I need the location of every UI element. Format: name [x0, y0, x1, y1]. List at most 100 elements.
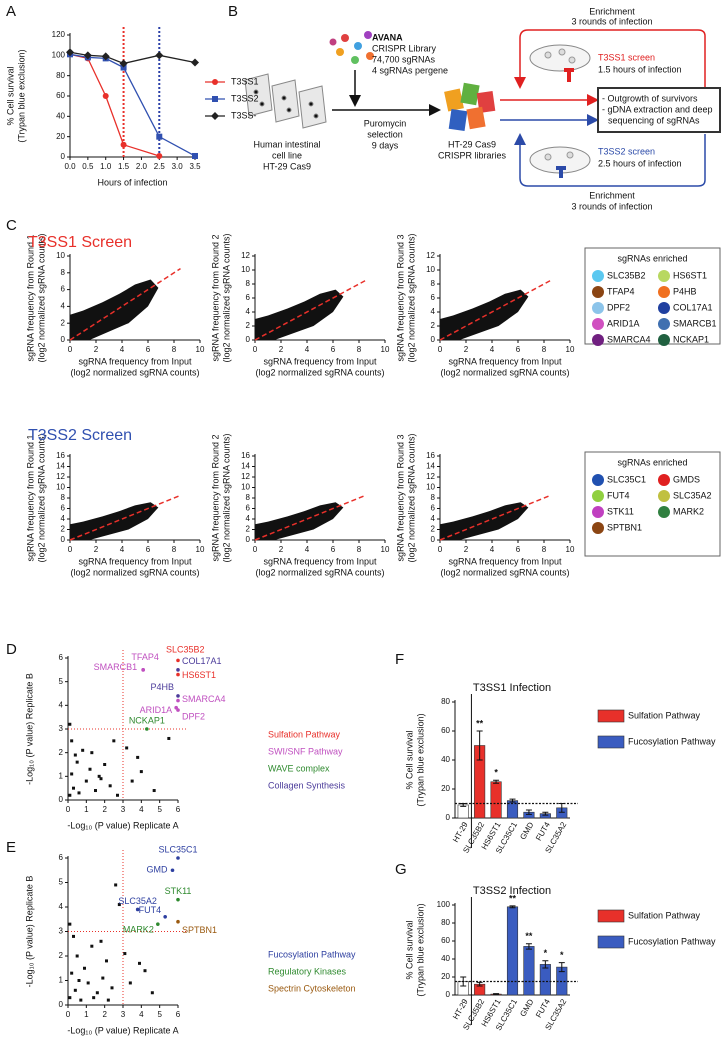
- y-tick-label: 8: [61, 268, 66, 277]
- legend-label: COL17A1: [673, 302, 713, 312]
- identity-line: [439, 279, 551, 341]
- point-label: STK11: [165, 886, 192, 896]
- x-tick-label: 0: [66, 805, 71, 814]
- point: [95, 991, 99, 995]
- y-tick-label: 5: [59, 677, 64, 686]
- y-tick-label: 14: [56, 462, 65, 471]
- x-tick-label: 6: [331, 345, 336, 354]
- y-tick-label: 80: [441, 918, 450, 927]
- point: [105, 959, 108, 963]
- y-tick-label: 3: [59, 927, 64, 936]
- diagram: AVANA CRISPR Library 74,700 sgRNAs 4 sgR…: [244, 6, 721, 211]
- point: [103, 763, 107, 766]
- x-tick-label: 2: [102, 805, 107, 814]
- error-bar: [493, 993, 500, 996]
- enrichment-loop: [514, 29, 706, 92]
- y-tick-label: 100: [437, 900, 451, 909]
- legend-marker: [592, 302, 604, 314]
- point-label: SMARCA4: [182, 694, 226, 704]
- highlight-point: [176, 897, 180, 902]
- y-tick-label: 6: [431, 293, 436, 302]
- x-tick-label: 4: [305, 345, 310, 354]
- x-tick-label: 4: [490, 345, 495, 354]
- x-tick-label: 8: [542, 345, 547, 354]
- y-axis-label: (log2 normalized sgRNA counts): [36, 233, 46, 362]
- highlight-point: [156, 922, 160, 926]
- highlight-point: [141, 668, 145, 672]
- marker: [119, 59, 128, 68]
- y-tick-label: 2: [246, 525, 251, 534]
- x-tick-label: 6: [516, 345, 521, 354]
- point-label: DPF2: [182, 711, 205, 721]
- diagram-text: 3 rounds of infection: [571, 201, 652, 211]
- legend-marker: [658, 474, 670, 486]
- y-tick-label: 8: [431, 493, 436, 502]
- marker: [191, 58, 199, 67]
- point-label: SLC35C1: [158, 844, 197, 854]
- legend-marker: [592, 474, 604, 486]
- y-tick-label: 120: [52, 30, 66, 39]
- point: [143, 969, 147, 973]
- point-cloud: [255, 502, 344, 540]
- point: [77, 979, 81, 982]
- panel-label: D: [6, 641, 17, 658]
- x-tick-label: 3: [121, 805, 126, 814]
- point: [97, 774, 101, 778]
- y-tick-label: 8: [61, 493, 66, 502]
- x-tick-label: 0: [253, 545, 258, 554]
- y-tick-label: 40: [441, 954, 450, 963]
- diagram-text: T3SS1 screen: [598, 52, 655, 62]
- diagram-text: 74,700 sgRNAs: [372, 54, 436, 64]
- point-label: SPTBN1: [182, 925, 217, 935]
- error-bar: [525, 943, 532, 950]
- marker: [211, 112, 219, 120]
- x-axis-label: (log2 normalized sgRNA counts): [440, 367, 569, 377]
- x-axis-label: (log2 normalized sgRNA counts): [70, 567, 199, 577]
- legend-marker: [592, 506, 604, 518]
- significance-label: **: [476, 718, 484, 728]
- diagram-text: 3 rounds of infection: [571, 16, 652, 26]
- legend-label: DPF2: [607, 302, 630, 312]
- bar: [490, 781, 502, 819]
- x-tick-label: 10: [196, 545, 205, 554]
- x-axis-label: sgRNA frequency from Input: [78, 356, 192, 366]
- point: [152, 789, 156, 793]
- significance-label: **: [509, 893, 517, 903]
- legend-label: SLC35B2: [607, 270, 646, 280]
- legend-marker: [592, 490, 604, 502]
- point: [70, 739, 74, 743]
- y-tick-label: 10: [426, 483, 435, 492]
- x-tick-label: 3: [121, 1010, 126, 1019]
- diagram-text: 2.5 hours of infection: [598, 158, 682, 168]
- point: [75, 954, 79, 958]
- x-tick-label: 6: [516, 545, 521, 554]
- legend-label: HS6ST1: [673, 270, 707, 280]
- x-tick-label: 5: [157, 1010, 162, 1019]
- point: [77, 791, 81, 795]
- x-tick-label: 0.0: [64, 162, 76, 171]
- y-tick-label: 12: [56, 472, 65, 481]
- x-tick-label: 3.0: [172, 162, 184, 171]
- legend-label: SLC35A2: [673, 490, 712, 500]
- point: [108, 784, 112, 788]
- legend-label: TFAP4: [607, 286, 635, 296]
- x-tick-label: 1: [84, 1010, 89, 1019]
- y-tick-label: 0: [59, 1000, 64, 1009]
- panel-label: B: [228, 3, 238, 20]
- diagram-text: AVANA: [372, 32, 403, 42]
- x-axis-label: (log2 normalized sgRNA counts): [255, 367, 384, 377]
- y-tick-label: 12: [426, 472, 435, 481]
- y-tick-label: 4: [61, 302, 66, 311]
- x-tick-label: 5: [157, 805, 162, 814]
- diagram-text: Enrichment: [589, 190, 635, 200]
- y-axis-label: -Log₁₀ (P value) Replicate B: [24, 876, 34, 988]
- legend-label: STK11: [607, 506, 634, 516]
- x-tick-label: 10: [566, 545, 575, 554]
- point: [94, 789, 97, 793]
- point: [90, 944, 94, 948]
- legend-label: SPTBN1: [607, 522, 642, 532]
- x-tick-label: 6: [176, 805, 181, 814]
- legend-label: MARK2: [673, 506, 704, 516]
- point-label: SMARCB1: [94, 662, 138, 672]
